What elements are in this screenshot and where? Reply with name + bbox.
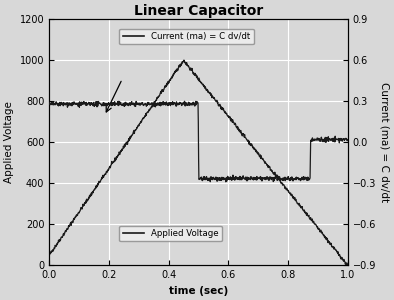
Y-axis label: Current (ma) = C dv/dt: Current (ma) = C dv/dt (380, 82, 390, 202)
Legend: Applied Voltage: Applied Voltage (119, 226, 222, 242)
X-axis label: time (sec): time (sec) (169, 286, 228, 296)
Y-axis label: Applied Voltage: Applied Voltage (4, 101, 14, 183)
Title: Linear Capacitor: Linear Capacitor (134, 4, 263, 18)
